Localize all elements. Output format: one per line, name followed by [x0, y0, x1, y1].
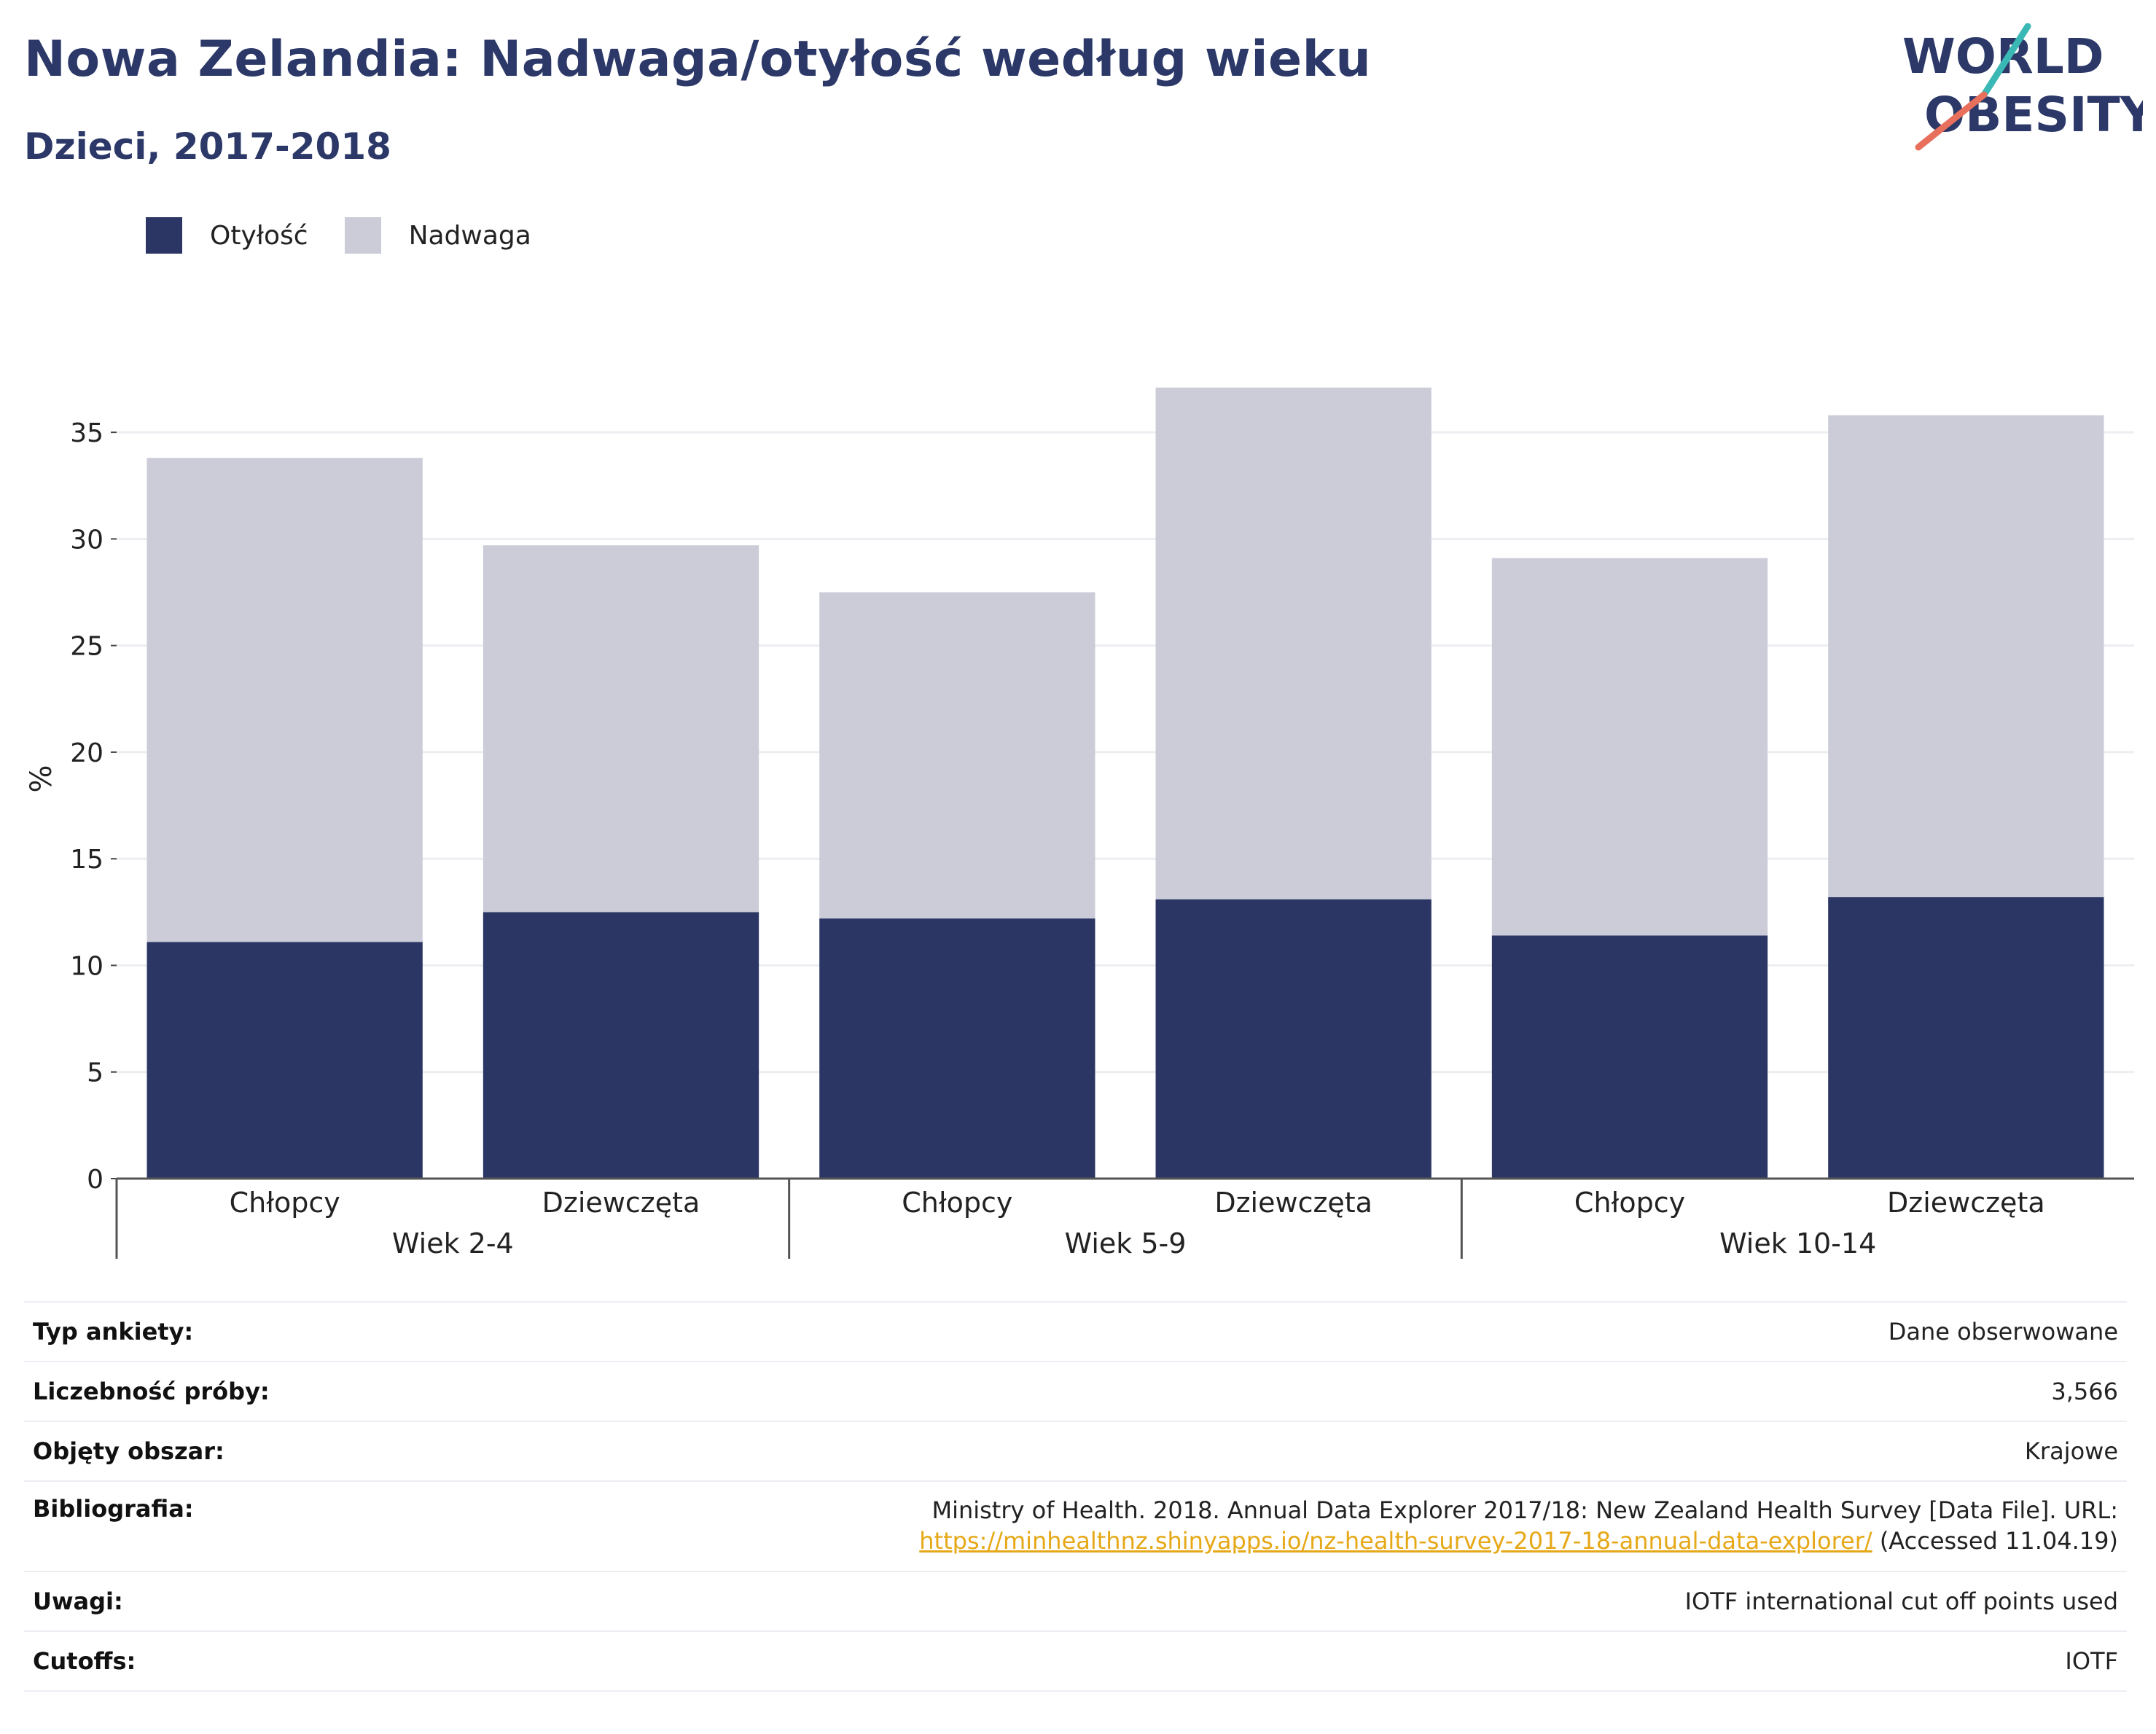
bibliography-link[interactable]: https://minhealthnz.shinyapps.io/nz-heal…: [919, 1527, 1872, 1555]
info-value: Krajowe: [2024, 1437, 2118, 1465]
bar-obesity: [483, 912, 759, 1179]
info-value: Ministry of Health. 2018. Annual Data Ex…: [919, 1495, 2118, 1556]
logo-line1: WORLD: [1902, 28, 2104, 85]
x-tick-label: Dziewczęta: [542, 1187, 700, 1219]
logo-slash-coral: [1915, 91, 1988, 151]
bar-overweight: [1491, 558, 1768, 936]
info-row-notes: Uwagi: IOTF international cut off points…: [24, 1571, 2127, 1630]
bar-obesity: [147, 942, 423, 1179]
y-tick-label: 25: [70, 632, 103, 662]
info-key: Cutoffs:: [33, 1647, 136, 1675]
info-table: Typ ankiety: Dane obserwowane Liczebność…: [24, 1301, 2127, 1692]
bar-overweight: [483, 545, 759, 913]
info-key: Liczebność próby:: [33, 1378, 270, 1405]
legend-label-overweight: Nadwaga: [408, 220, 531, 251]
world-obesity-logo: WORLD OBESITY: [1902, 23, 2143, 151]
info-key: Uwagi:: [33, 1587, 123, 1615]
info-row-bibliography: Bibliografia: Ministry of Health. 2018. …: [24, 1480, 2127, 1571]
bibliography-text: Ministry of Health. 2018. Annual Data Ex…: [931, 1496, 2118, 1524]
info-value: IOTF international cut off points used: [1684, 1587, 2118, 1615]
info-value: 3,566: [2051, 1378, 2118, 1405]
legend-swatch-obesity: [146, 217, 182, 254]
logo-slash-teal: [1980, 23, 2031, 98]
bar-overweight: [1155, 387, 1432, 899]
info-row-sample-size: Liczebność próby: 3,566: [24, 1361, 2127, 1421]
group-label: Wiek 10-14: [1719, 1227, 1876, 1260]
y-tick-label: 0: [87, 1165, 103, 1195]
group-label: Wiek 5-9: [1065, 1227, 1187, 1260]
x-tick-label: Chłopcy: [230, 1187, 340, 1219]
info-key: Bibliografia:: [33, 1495, 194, 1523]
bar-obesity: [1828, 897, 2104, 1179]
info-value: Dane obserwowane: [1888, 1318, 2118, 1346]
y-tick-label: 30: [70, 525, 103, 555]
y-tick-label: 15: [70, 845, 103, 875]
bar-overweight: [147, 458, 423, 942]
x-tick-label: Chłopcy: [1574, 1187, 1685, 1219]
chart-subtitle: Dzieci, 2017-2018: [24, 125, 391, 168]
x-tick-label: Dziewczęta: [1214, 1187, 1372, 1219]
bar-overweight: [819, 592, 1095, 919]
y-tick-label: 5: [87, 1058, 103, 1088]
legend: Otyłość Nadwaga: [146, 217, 568, 254]
y-tick-label: 35: [70, 418, 103, 448]
x-tick-label: Dziewczęta: [1887, 1187, 2045, 1219]
group-label: Wiek 2-4: [392, 1227, 514, 1260]
y-axis-label: %: [25, 765, 58, 792]
info-value: IOTF: [2065, 1647, 2118, 1675]
bibliography-suffix: (Accessed 11.04.19): [1872, 1527, 2118, 1555]
info-row-coverage: Objęty obszar: Krajowe: [24, 1421, 2127, 1480]
bar-obesity: [1155, 899, 1432, 1179]
bar-overweight: [1828, 415, 2104, 897]
y-tick-label: 20: [70, 738, 103, 768]
info-row-survey-type: Typ ankiety: Dane obserwowane: [24, 1301, 2127, 1361]
bar-obesity: [819, 918, 1095, 1179]
x-tick-label: Chłopcy: [902, 1187, 1012, 1219]
bar-chart: 0 5 10 15 20 25 30 35% Chłopcy Dziewczęta Chłopcy D…: [25, 387, 2134, 1260]
info-key: Objęty obszar:: [33, 1437, 224, 1465]
y-tick-label: 10: [70, 951, 103, 981]
info-row-cutoffs: Cutoffs: IOTF: [24, 1630, 2127, 1692]
info-key: Typ ankiety:: [33, 1318, 194, 1346]
bar-obesity: [1491, 935, 1768, 1179]
legend-swatch-overweight: [344, 217, 381, 254]
legend-label-obesity: Otyłość: [210, 220, 308, 251]
chart-title: Nowa Zelandia: Nadwaga/otyłość według wi…: [24, 31, 1372, 88]
